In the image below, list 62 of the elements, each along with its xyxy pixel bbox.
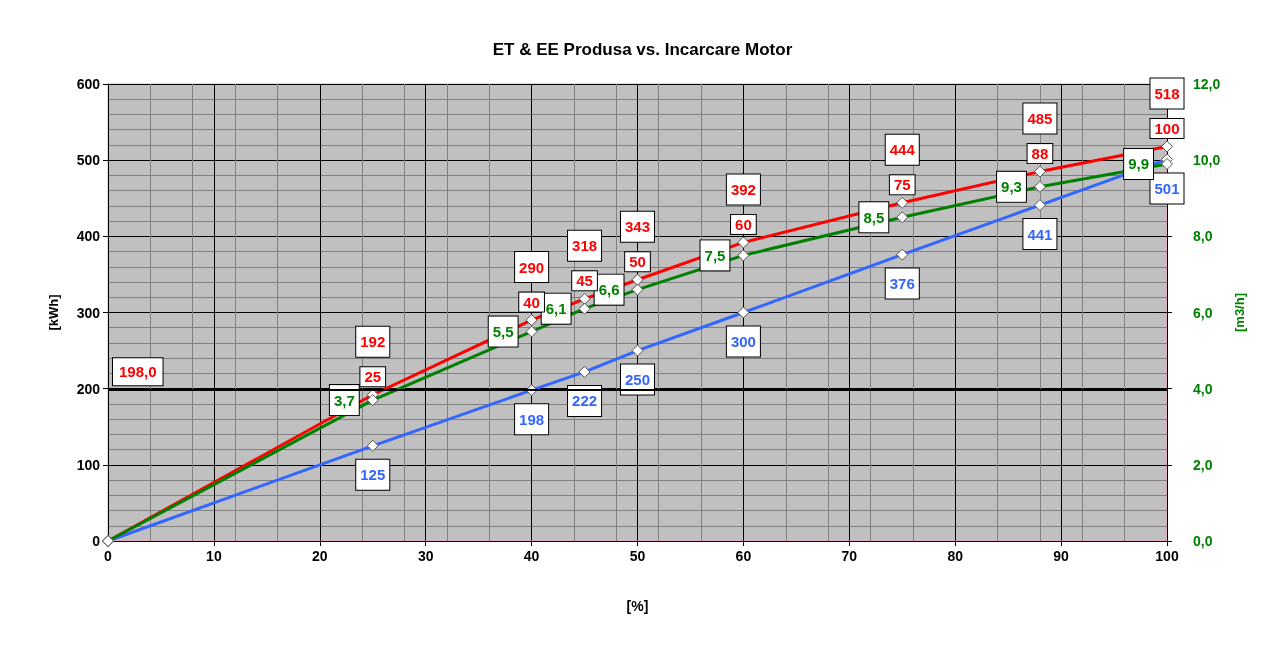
annotation: 75 (893, 176, 911, 194)
x-tick-label: 20 (312, 548, 328, 564)
x-tick-label: 100 (1155, 548, 1179, 564)
data-label: 501 (1154, 179, 1180, 197)
data-label: 8,5 (863, 208, 885, 226)
y2-tick-label: 12,0 (1193, 76, 1221, 92)
data-label: 444 (889, 141, 916, 159)
data-label: 376 (889, 275, 915, 293)
data-label: 125 (360, 466, 386, 484)
data-label: 290 (519, 258, 545, 276)
annotation: 25 (364, 368, 382, 386)
y-tick-label: 200 (76, 380, 101, 397)
ref-line-label: 198,0 (119, 363, 157, 381)
data-label: 392 (730, 180, 756, 198)
y2-tick-label: 0,0 (1193, 533, 1213, 549)
x-tick-label: 40 (523, 548, 540, 564)
data-label: 6,1 (545, 300, 567, 318)
y-tick-label: 0 (92, 533, 101, 549)
y2-axis-title: [m3/h] (1232, 293, 1247, 332)
annotation: 45 (576, 272, 593, 290)
data-label: 7,5 (704, 246, 726, 264)
data-label: 343 (624, 218, 651, 236)
x-tick-label: 10 (206, 548, 222, 564)
data-label: 441 (1027, 225, 1053, 243)
data-label: 192 (360, 333, 386, 351)
data-label: 3,7 (333, 391, 355, 409)
x-tick-label: 30 (417, 548, 434, 564)
x-tick-label: 0 (104, 548, 113, 564)
data-label: 6,6 (598, 281, 620, 299)
y2-tick-label: 4,0 (1193, 380, 1213, 397)
data-label: 250 (624, 371, 651, 389)
data-label: 5,5 (492, 323, 514, 341)
data-label: 9,3 (1001, 178, 1022, 196)
y2-tick-label: 2,0 (1193, 456, 1213, 473)
data-label: 318 (572, 237, 598, 255)
y2-tick-label: 10,0 (1193, 152, 1221, 169)
y-tick-label: 300 (76, 304, 101, 321)
y-tick-label: 400 (76, 228, 101, 245)
x-tick-label: 80 (947, 548, 964, 564)
data-label: 9,9 (1128, 155, 1149, 173)
data-label: 518 (1154, 84, 1180, 102)
y-tick-label: 600 (76, 76, 101, 92)
x-tick-label: 90 (1053, 548, 1070, 564)
y2-tick-label: 8,0 (1193, 228, 1213, 245)
annotation: 88 (1031, 145, 1049, 163)
x-axis-title: [%] (626, 598, 649, 614)
annotation: 50 (629, 253, 646, 271)
x-tick-label: 60 (735, 548, 752, 564)
x-tick-label: 70 (841, 548, 858, 564)
y-axis-title: [kWh] (46, 294, 61, 331)
x-tick-label: 50 (629, 548, 646, 564)
data-label: 300 (730, 333, 756, 350)
data-label: 222 (572, 392, 598, 410)
annotation: 40 (523, 293, 540, 311)
data-label: 198 (519, 410, 545, 428)
y-tick-label: 500 (76, 152, 101, 169)
data-label: 485 (1027, 110, 1053, 128)
annotation: 100 (1154, 119, 1180, 137)
y2-tick-label: 6,0 (1193, 304, 1213, 321)
chart-title: ET & EE Produsa vs. Incarcare Motor (492, 40, 793, 59)
annotation: 60 (735, 215, 752, 233)
y-tick-label: 100 (76, 456, 101, 473)
